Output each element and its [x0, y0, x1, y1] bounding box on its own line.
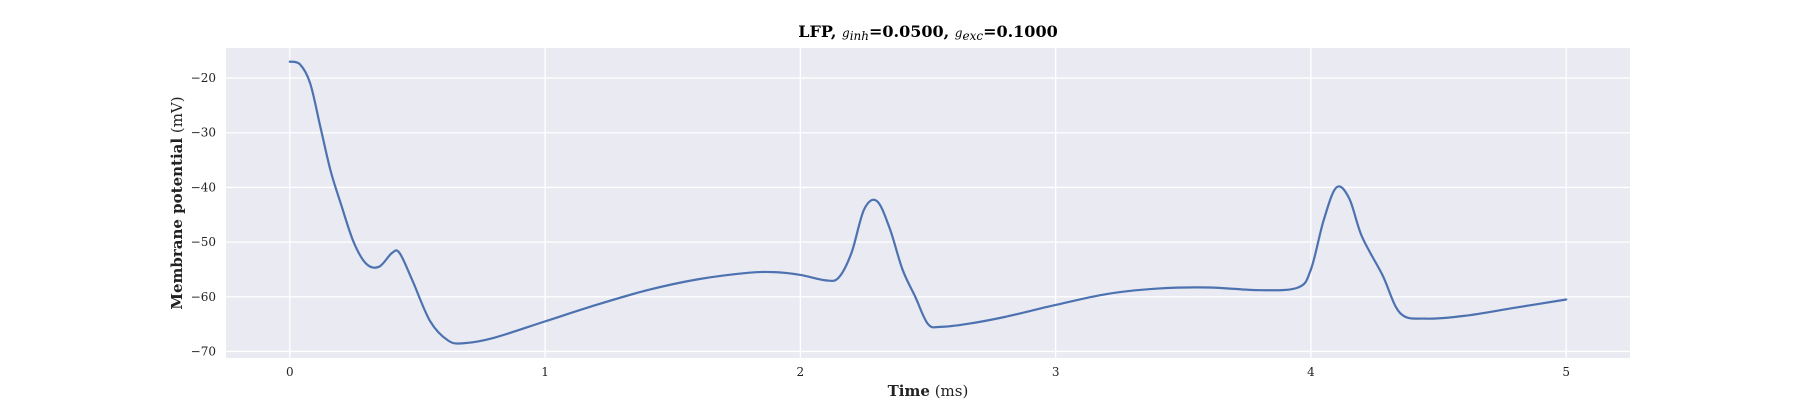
y-tick-label: −50 [191, 235, 216, 249]
y-tick-label: −30 [191, 126, 216, 140]
x-tick-label: 5 [1562, 365, 1570, 379]
y-tick-label: −20 [191, 71, 216, 85]
membrane-potential-line [288, 60, 1568, 345]
grid-lines [226, 48, 1630, 358]
y-tick-label: −60 [191, 290, 216, 304]
x-tick-label: 3 [1052, 365, 1060, 379]
x-tick-label: 1 [541, 365, 549, 379]
chart-title: LFP, ginh=0.0500, gexc=0.1000 [798, 22, 1057, 43]
x-tick-label: 2 [797, 365, 805, 379]
x-tick-label: 4 [1307, 365, 1315, 379]
x-tick-label: 0 [286, 365, 294, 379]
y-tick-label: −70 [191, 344, 216, 358]
tick-labels: 0 1 2 3 4 5 −70 −60 −50 −40 −30 −20 [191, 71, 1570, 379]
x-axis-label: Time (ms) [888, 382, 969, 400]
plot-area [226, 48, 1630, 358]
y-axis-label: Membrane potential (mV) [168, 96, 186, 309]
y-tick-label: −40 [191, 180, 216, 194]
series-layer [288, 60, 1568, 345]
